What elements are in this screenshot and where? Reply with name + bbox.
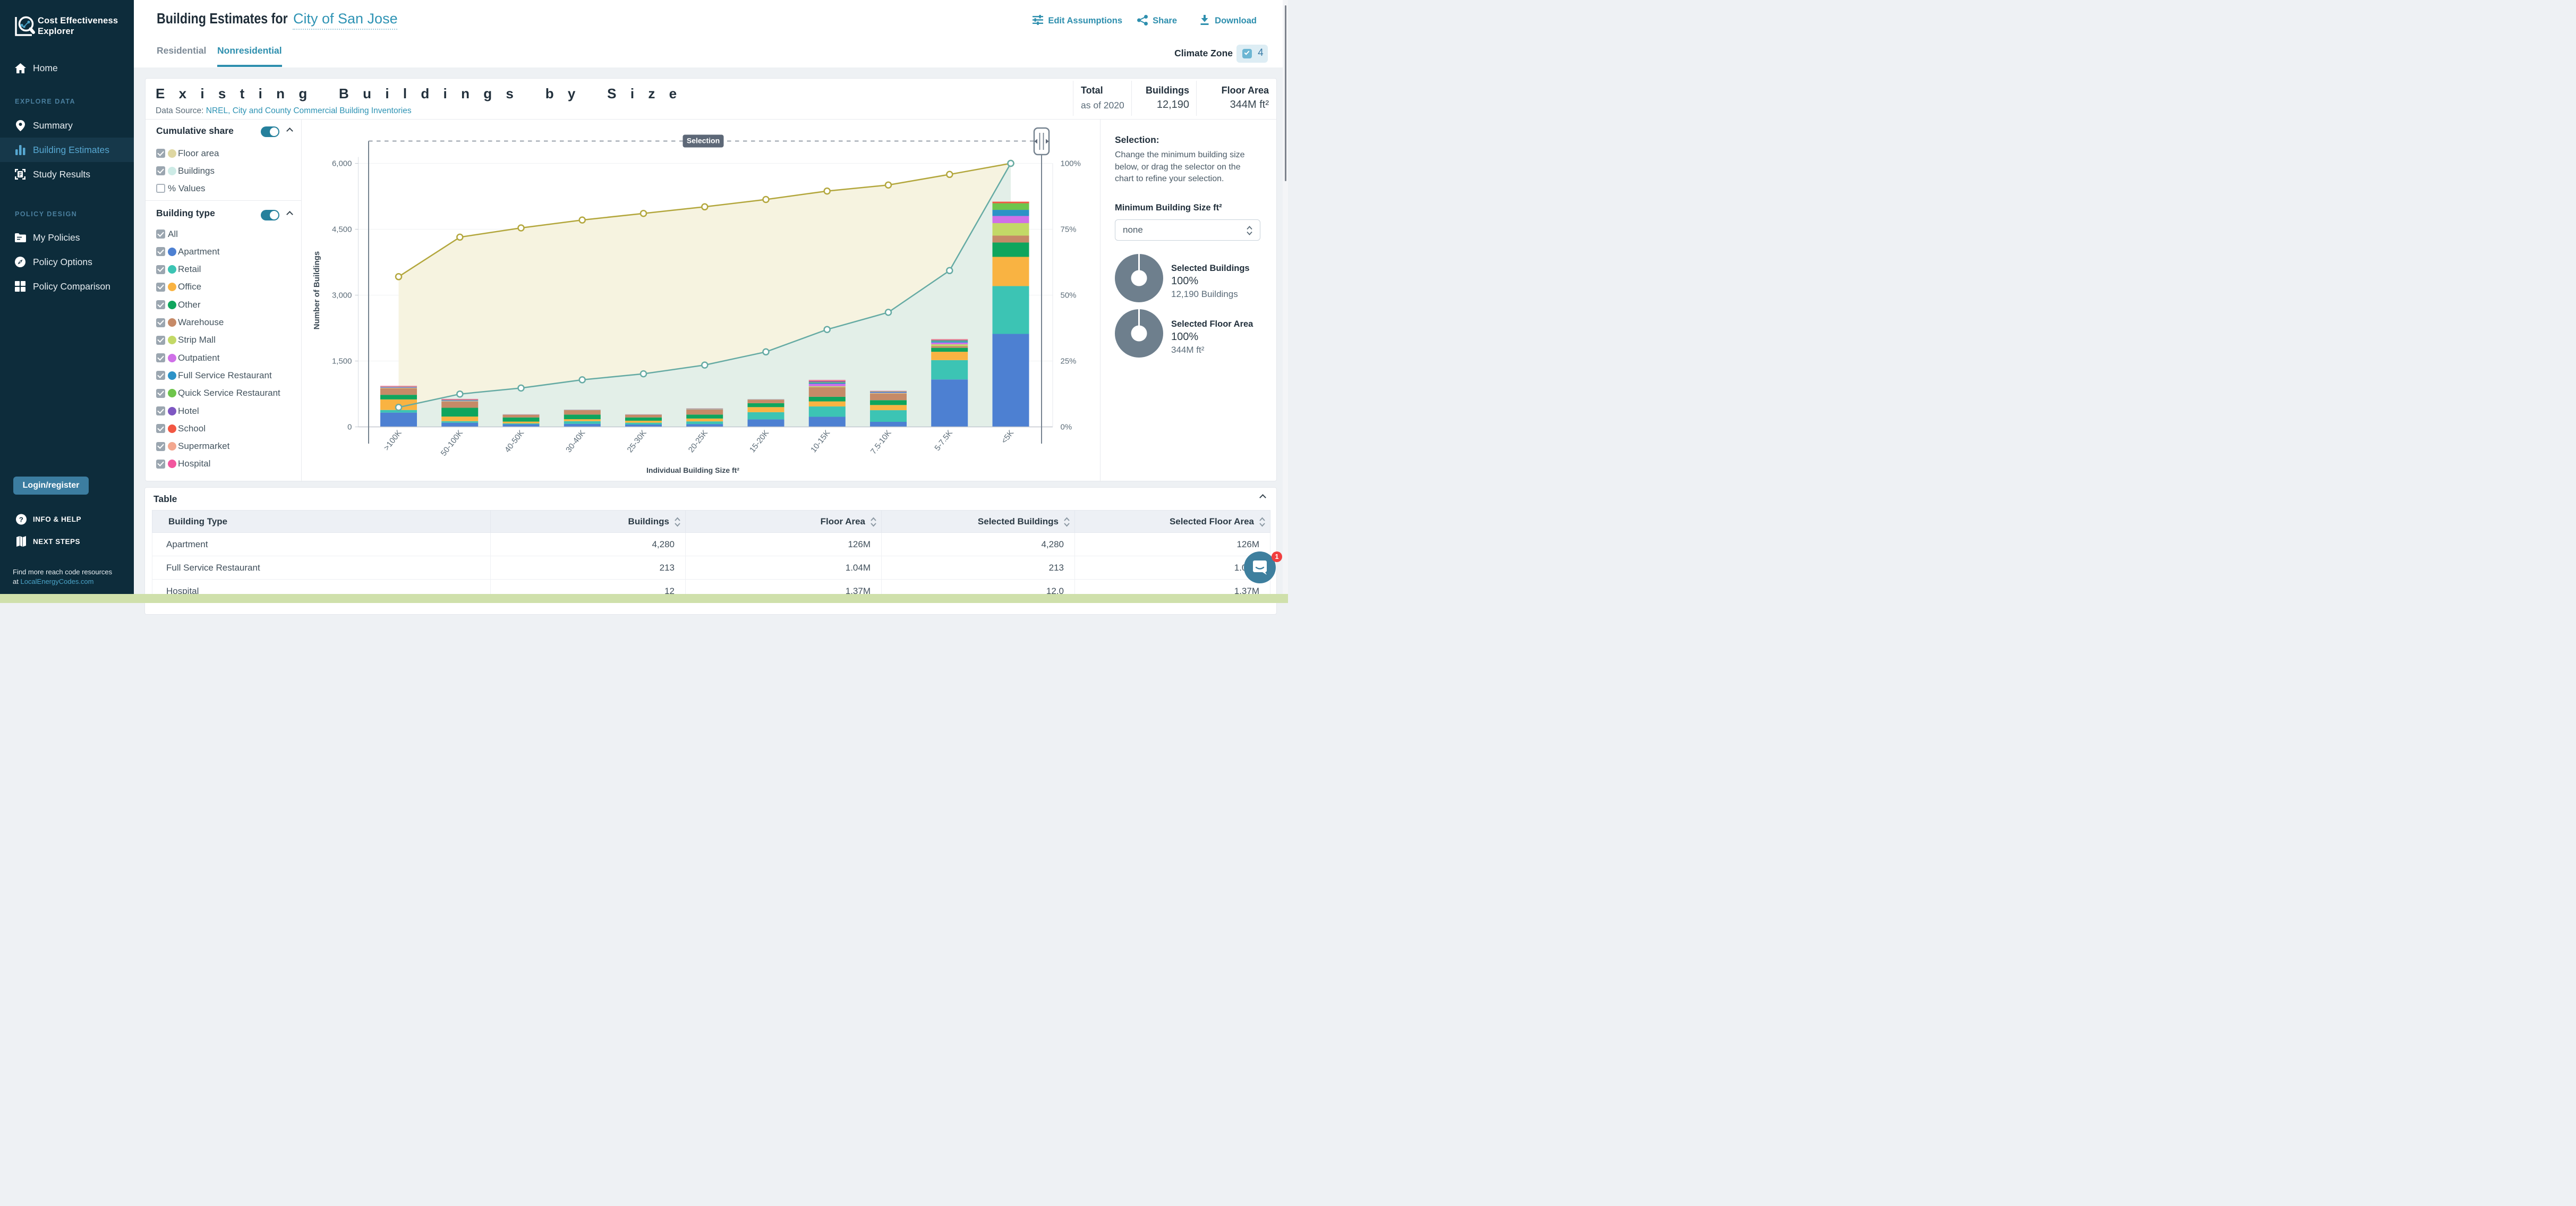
svg-text:50%: 50% xyxy=(1061,291,1077,300)
svg-text:>100K: >100K xyxy=(382,428,403,452)
svg-text:50-100K: 50-100K xyxy=(439,428,465,457)
svg-text:4,500: 4,500 xyxy=(332,225,352,234)
svg-text:Number of Buildings: Number of Buildings xyxy=(312,251,321,330)
svg-text:1,500: 1,500 xyxy=(332,357,352,366)
svg-text:7.5-10K: 7.5-10K xyxy=(869,428,893,456)
svg-text:30-40K: 30-40K xyxy=(564,428,587,454)
svg-text:3,000: 3,000 xyxy=(332,291,352,300)
svg-text:5-7.5K: 5-7.5K xyxy=(933,428,954,452)
svg-text:?: ? xyxy=(19,515,24,523)
svg-text:6,000: 6,000 xyxy=(332,159,352,168)
svg-text:0: 0 xyxy=(347,423,352,432)
svg-text:75%: 75% xyxy=(1061,225,1077,234)
svg-text:0%: 0% xyxy=(1061,423,1072,432)
svg-text:Selection: Selection xyxy=(687,137,720,145)
svg-text:<5K: <5K xyxy=(1000,428,1016,445)
svg-text:20-25K: 20-25K xyxy=(687,428,710,454)
svg-text:Individual Building Size ft²: Individual Building Size ft² xyxy=(646,466,739,474)
svg-text:25%: 25% xyxy=(1061,357,1077,366)
svg-text:25-30K: 25-30K xyxy=(625,428,648,454)
svg-text:15-20K: 15-20K xyxy=(748,428,771,454)
svg-text:100%: 100% xyxy=(1061,159,1081,168)
svg-text:40-50K: 40-50K xyxy=(503,428,526,454)
svg-text:10-15K: 10-15K xyxy=(809,428,832,454)
